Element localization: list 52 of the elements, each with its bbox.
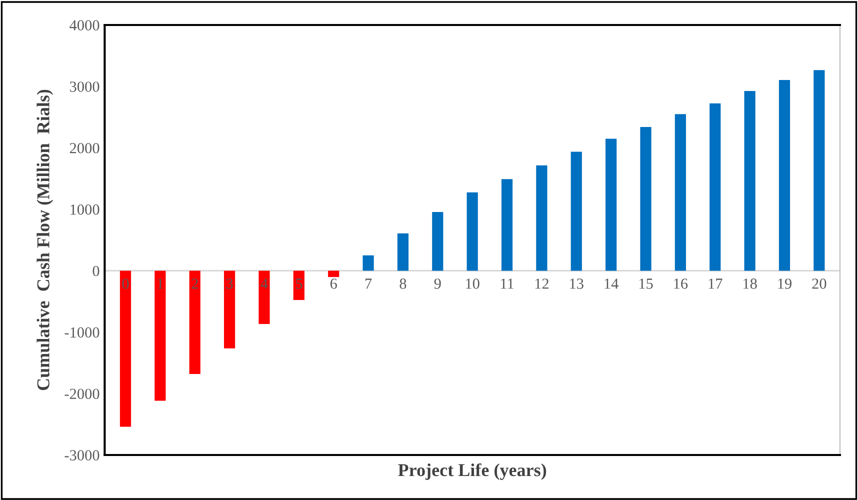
x-tick-label: 3 [226, 278, 233, 289]
bar [674, 114, 686, 271]
x-tick-label: 0 [122, 278, 129, 289]
x-tick-label: 8 [400, 278, 406, 289]
x-tick-label: 18 [744, 278, 757, 289]
x-tick-label: 5 [296, 278, 302, 289]
y-tick-label: 2000 [70, 143, 100, 154]
bar [536, 165, 548, 271]
bar [328, 270, 340, 278]
x-axis-title: Project Life (years) [398, 463, 546, 480]
y-axis-title: Cumulative Cash Flow (Million Rials) [36, 90, 54, 390]
y-tick-label: -2000 [64, 388, 100, 400]
x-tick-label: 14 [604, 278, 618, 289]
x-tick-label: 11 [501, 278, 514, 289]
x-tick-label: 2 [192, 278, 198, 289]
bar [258, 270, 270, 324]
bar [606, 138, 617, 271]
x-tick-label: 4 [260, 278, 268, 289]
x-tick-label: 6 [330, 278, 337, 289]
x-tick-label: 9 [434, 278, 441, 289]
x-tick-label: 13 [570, 278, 584, 289]
x-tick-label: 12 [535, 278, 548, 289]
bar [570, 152, 582, 271]
bar [640, 127, 652, 271]
y-tick-label: -3000 [64, 450, 100, 460]
x-tick-label: 1 [158, 278, 164, 289]
x-tick-label: 10 [466, 278, 480, 289]
bar [293, 270, 304, 300]
bar [466, 192, 478, 271]
bar [120, 270, 132, 427]
bar [224, 270, 236, 348]
x-tick-label: 17 [708, 278, 722, 289]
bar [501, 179, 513, 271]
bar [362, 255, 374, 271]
y-tick-label: 3000 [70, 82, 100, 92]
y-tick-label: 4000 [70, 20, 100, 30]
y-tick-label: 0 [92, 266, 100, 276]
y-tick-label: 1000 [70, 204, 100, 215]
x-tick-label: 19 [778, 278, 792, 289]
x-tick-label: 20 [812, 278, 826, 289]
bar [189, 270, 200, 374]
bar [154, 270, 166, 401]
x-tick-label: 7 [365, 278, 372, 289]
bar [744, 91, 756, 271]
bar [710, 103, 721, 271]
y-tick-label: -1000 [64, 327, 100, 338]
bar [778, 80, 790, 271]
x-tick-label: 16 [674, 278, 688, 289]
bar [432, 212, 444, 271]
x-tick-label: 15 [639, 278, 653, 289]
bar [814, 70, 825, 271]
bar [397, 233, 409, 271]
